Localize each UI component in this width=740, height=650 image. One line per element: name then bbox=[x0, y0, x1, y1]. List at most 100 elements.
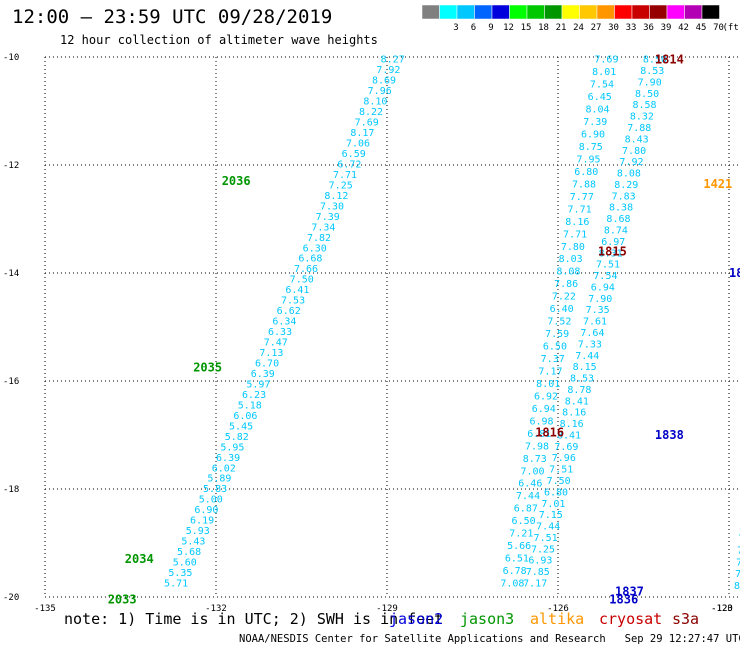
legend-bin-label: 12 bbox=[503, 23, 514, 33]
wave-height-value: 7.85 bbox=[526, 567, 550, 578]
wave-height-value: 8.08 bbox=[556, 267, 580, 278]
wave-height-value: 8.01 bbox=[592, 67, 616, 78]
legend-swatch bbox=[614, 4, 633, 20]
legend-bin-label: 6 bbox=[471, 23, 476, 33]
wave-height-value: 8.03 bbox=[559, 254, 583, 265]
wave-height-value: 7.35 bbox=[586, 305, 610, 316]
pass-time-label: 1815 bbox=[598, 244, 627, 258]
latitude-tick-label: -18 bbox=[3, 485, 19, 495]
longitude-tick-label: -135 bbox=[34, 604, 56, 614]
wave-height-value: 8.69 bbox=[372, 76, 396, 87]
latitude-tick-label: -12 bbox=[3, 161, 19, 171]
wave-height-value: 6.72 bbox=[337, 159, 361, 170]
wave-height-value: 7.96 bbox=[368, 86, 392, 97]
wave-height-value: 8.31 bbox=[599, 248, 623, 259]
wave-height-value: 7.69 bbox=[737, 545, 740, 556]
legend-swatch bbox=[509, 4, 528, 20]
wave-height-value: 8.58 bbox=[632, 100, 656, 111]
wave-height-value: 7.53 bbox=[281, 296, 305, 307]
wave-height-value: 7.47 bbox=[264, 338, 288, 349]
wave-height-value: 6.94 bbox=[532, 404, 556, 415]
wave-height-value: 6.06 bbox=[233, 411, 257, 422]
satellite-name-cryosat: cryosat bbox=[599, 610, 663, 628]
wave-height-value: 5.00 bbox=[199, 495, 223, 506]
wave-height-value: 7.39 bbox=[316, 212, 340, 223]
wave-height-value: 7.39 bbox=[583, 117, 607, 128]
legend-bin-label: 30 bbox=[608, 23, 619, 33]
credit-text: NOAA/NESDIS Center for Satellite Applica… bbox=[239, 633, 606, 645]
wave-height-value: 8.16 bbox=[560, 419, 584, 430]
wave-height-value: 8.16 bbox=[565, 217, 589, 228]
wave-height-value: 7.54 bbox=[736, 557, 740, 568]
page-subtitle: 12 hour collection of altimeter wave hei… bbox=[60, 33, 378, 47]
legend-bin-label: 42 bbox=[678, 23, 689, 33]
wave-height-value: 8.29 bbox=[614, 180, 638, 191]
wave-height-value: 5.82 bbox=[225, 432, 249, 443]
credit-line: NOAA/NESDIS Center for Satellite Applica… bbox=[239, 633, 740, 645]
wave-height-value: 7.71 bbox=[563, 229, 587, 240]
wave-height-value: 6.78 bbox=[503, 566, 527, 577]
wave-height-value: 7.88 bbox=[572, 179, 596, 190]
legend-swatch bbox=[649, 4, 668, 20]
wave-height-value: 6.90 bbox=[581, 130, 605, 141]
legend-bin-label: 70 bbox=[713, 23, 724, 33]
wave-height-value: 7.37 bbox=[541, 354, 565, 365]
legend-bin-label: 27 bbox=[591, 23, 602, 33]
wave-height-value: 7.51 bbox=[596, 260, 620, 271]
wave-height-value: 6.81 bbox=[527, 429, 551, 440]
wave-height-value: 7.69 bbox=[355, 118, 379, 129]
wave-height-value: 7.80 bbox=[622, 146, 646, 157]
legend-bin-label: 33 bbox=[626, 23, 637, 33]
pass-time-label: 1837 bbox=[615, 585, 644, 599]
legend-bin-label: 21 bbox=[556, 23, 567, 33]
wave-height-value: 7.44 bbox=[575, 351, 599, 362]
legend-swatch bbox=[631, 4, 650, 20]
wave-height-value: 7.37 bbox=[738, 533, 740, 544]
legend-bin-label: 18 bbox=[538, 23, 549, 33]
wave-height-value: 7.54 bbox=[593, 271, 617, 282]
wave-height-value: 7.71 bbox=[568, 204, 592, 215]
wave-height-value: 7.52 bbox=[547, 317, 571, 328]
wave-height-value: 7.17 bbox=[538, 366, 562, 377]
legend-swatch bbox=[474, 4, 493, 20]
wave-height-value: 6.97 bbox=[601, 237, 625, 248]
wave-height-value: 5.89 bbox=[207, 474, 231, 485]
wave-height-value: 8.53 bbox=[570, 374, 594, 385]
wave-height-value: 6.90 bbox=[194, 505, 218, 516]
wave-height-value: 6.02 bbox=[212, 463, 236, 474]
generated-timestamp: Sep 29 12:27:47 UTC 2019 bbox=[624, 633, 740, 645]
legend-unit-label: (ft) bbox=[723, 23, 740, 33]
units-note: note: 1) Time is in UTC; 2) SWH is in fe… bbox=[64, 610, 444, 628]
wave-height-value: 7.80 bbox=[561, 242, 585, 253]
wave-height-value: 8.50 bbox=[635, 89, 659, 100]
wave-height-value: 7.66 bbox=[294, 264, 318, 275]
pass-time-label: 1838 bbox=[655, 428, 684, 442]
wave-height-value: 8.43 bbox=[625, 134, 649, 145]
pass-time-label: 2035 bbox=[193, 361, 222, 375]
wave-height-value: 5.68 bbox=[177, 547, 201, 558]
wave-height-value: 7.51 bbox=[534, 533, 558, 544]
wave-height-value: 7.50 bbox=[547, 476, 571, 487]
page-title: 12:00 – 23:59 UTC 09/28/2019 bbox=[12, 6, 333, 28]
pass-time-label: 2033 bbox=[108, 593, 137, 607]
legend-bin-label: 45 bbox=[696, 23, 707, 33]
wave-height-value: 6.50 bbox=[543, 342, 567, 353]
wave-height-value: 7.15 bbox=[539, 510, 563, 521]
legend-swatch bbox=[439, 4, 458, 20]
wave-height-value: 7.25 bbox=[329, 180, 353, 191]
wave-height-value: 7.64 bbox=[580, 328, 604, 339]
wave-height-value: 7.21 bbox=[509, 529, 533, 540]
wave-height-value: 6.98 bbox=[529, 416, 553, 427]
wave-height-value: 7.17 bbox=[523, 579, 547, 590]
wave-height-value: 6.46 bbox=[518, 479, 542, 490]
legend-swatch bbox=[701, 4, 720, 20]
wave-height-value: 7.44 bbox=[516, 491, 540, 502]
wave-height-value: 7.34 bbox=[311, 222, 335, 233]
wave-height-value: 8.12 bbox=[324, 191, 348, 202]
legend-swatch bbox=[684, 4, 703, 20]
wave-height-value: 7.92 bbox=[619, 157, 643, 168]
wave-height-value: 7.86 bbox=[554, 279, 578, 290]
